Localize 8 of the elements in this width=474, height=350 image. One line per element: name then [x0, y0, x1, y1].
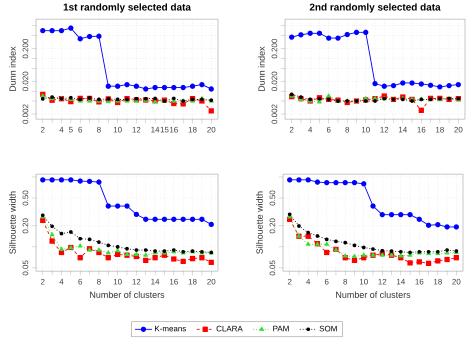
- y-axis-title: Dunn index: [9, 46, 16, 91]
- chart-title: 1st randomly selected data: [64, 3, 192, 13]
- x-axis-title: Number of clusters: [336, 291, 410, 298]
- y-axis-title: Silhouette width: [256, 191, 263, 254]
- y-axis-title: Dunn index: [258, 46, 265, 91]
- x-axis-title: Number of clusters: [90, 291, 164, 298]
- y-axis-title: Silhouette width: [9, 191, 16, 254]
- chart-title: 2nd randomly selected data: [310, 3, 441, 13]
